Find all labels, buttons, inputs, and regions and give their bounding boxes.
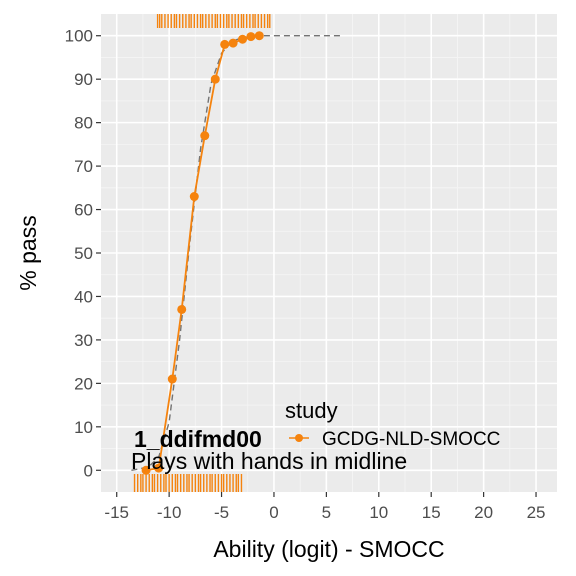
tick-labels: -15 -10 -5 0 5 10 15 20 25 0 10 20 30 40 50 60 70 80 90 100 [65,27,546,522]
x-axis-title: Ability (logit) - SMOCC [213,536,444,562]
x-tick-label: 10 [369,503,388,522]
reference-curve [131,35,343,471]
x-tick-label: 20 [474,503,493,522]
data-point [177,304,187,314]
y-tick-label: 70 [74,157,93,176]
data-point [210,74,220,84]
item-code: 1_ddifmd00 [134,426,262,452]
rug-marks [133,14,271,492]
data-point [228,38,238,48]
y-tick-label: 100 [65,27,93,46]
y-axis-title: % pass [15,215,41,290]
axis-ticks [96,35,537,497]
series-layer [141,31,264,475]
x-tick-label: 15 [422,503,441,522]
y-tick-label: 30 [74,331,93,350]
x-tick-label: -10 [157,503,182,522]
data-point [254,31,264,41]
y-tick-label: 60 [74,201,93,220]
x-tick-label: 0 [269,503,278,522]
minor-grid [101,14,557,492]
x-tick-label: 5 [322,503,331,522]
y-tick-label: 20 [74,374,93,393]
item-label: Plays with hands in midline [131,448,407,474]
legend-title: study [285,398,338,423]
data-point [200,131,210,141]
y-tick-label: 10 [74,418,93,437]
data-point [189,192,199,202]
legend-key-point [295,434,303,442]
x-tick-label: -15 [104,503,129,522]
data-point [220,39,230,49]
y-tick-label: 50 [74,244,93,263]
data-point [141,465,151,475]
x-tick-label: -5 [214,503,229,522]
y-tick-label: 0 [84,461,93,480]
y-tick-label: 90 [74,70,93,89]
x-tick-label: 25 [527,503,546,522]
y-tick-label: 40 [74,287,93,306]
data-point [154,463,164,473]
legend: study GCDG-NLD-SMOCC [285,398,500,450]
legend-entry-gcdg-nld-smocc: GCDG-NLD-SMOCC [322,429,500,450]
data-point [167,374,177,384]
y-tick-label: 80 [74,114,93,133]
data-point [246,32,256,42]
reference-line [131,35,343,471]
major-grid [101,14,557,492]
annotation: 1_ddifmd00 Plays with hands in midline [131,426,407,474]
data-point [238,34,248,44]
